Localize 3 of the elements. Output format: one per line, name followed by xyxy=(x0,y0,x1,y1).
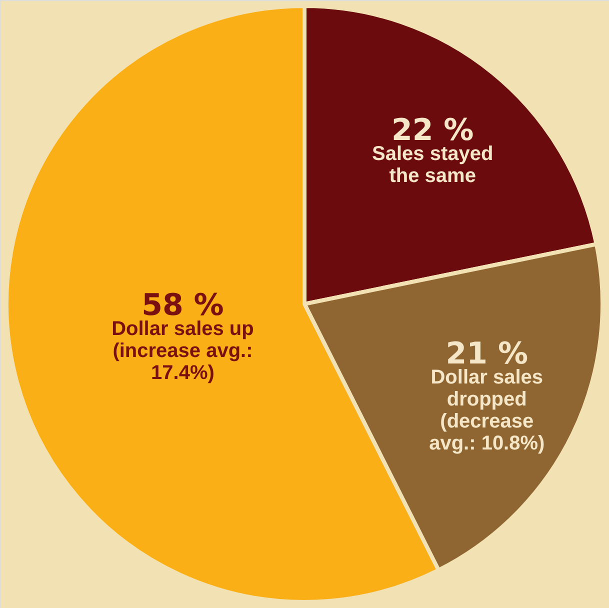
slice-label: Sales stayed the same xyxy=(372,142,494,187)
slice-label: Dollar sales up (increase avg.: 17.4%) xyxy=(112,318,254,384)
slice-label: Dollar sales dropped (decrease avg.: 10.8%) xyxy=(429,366,545,454)
